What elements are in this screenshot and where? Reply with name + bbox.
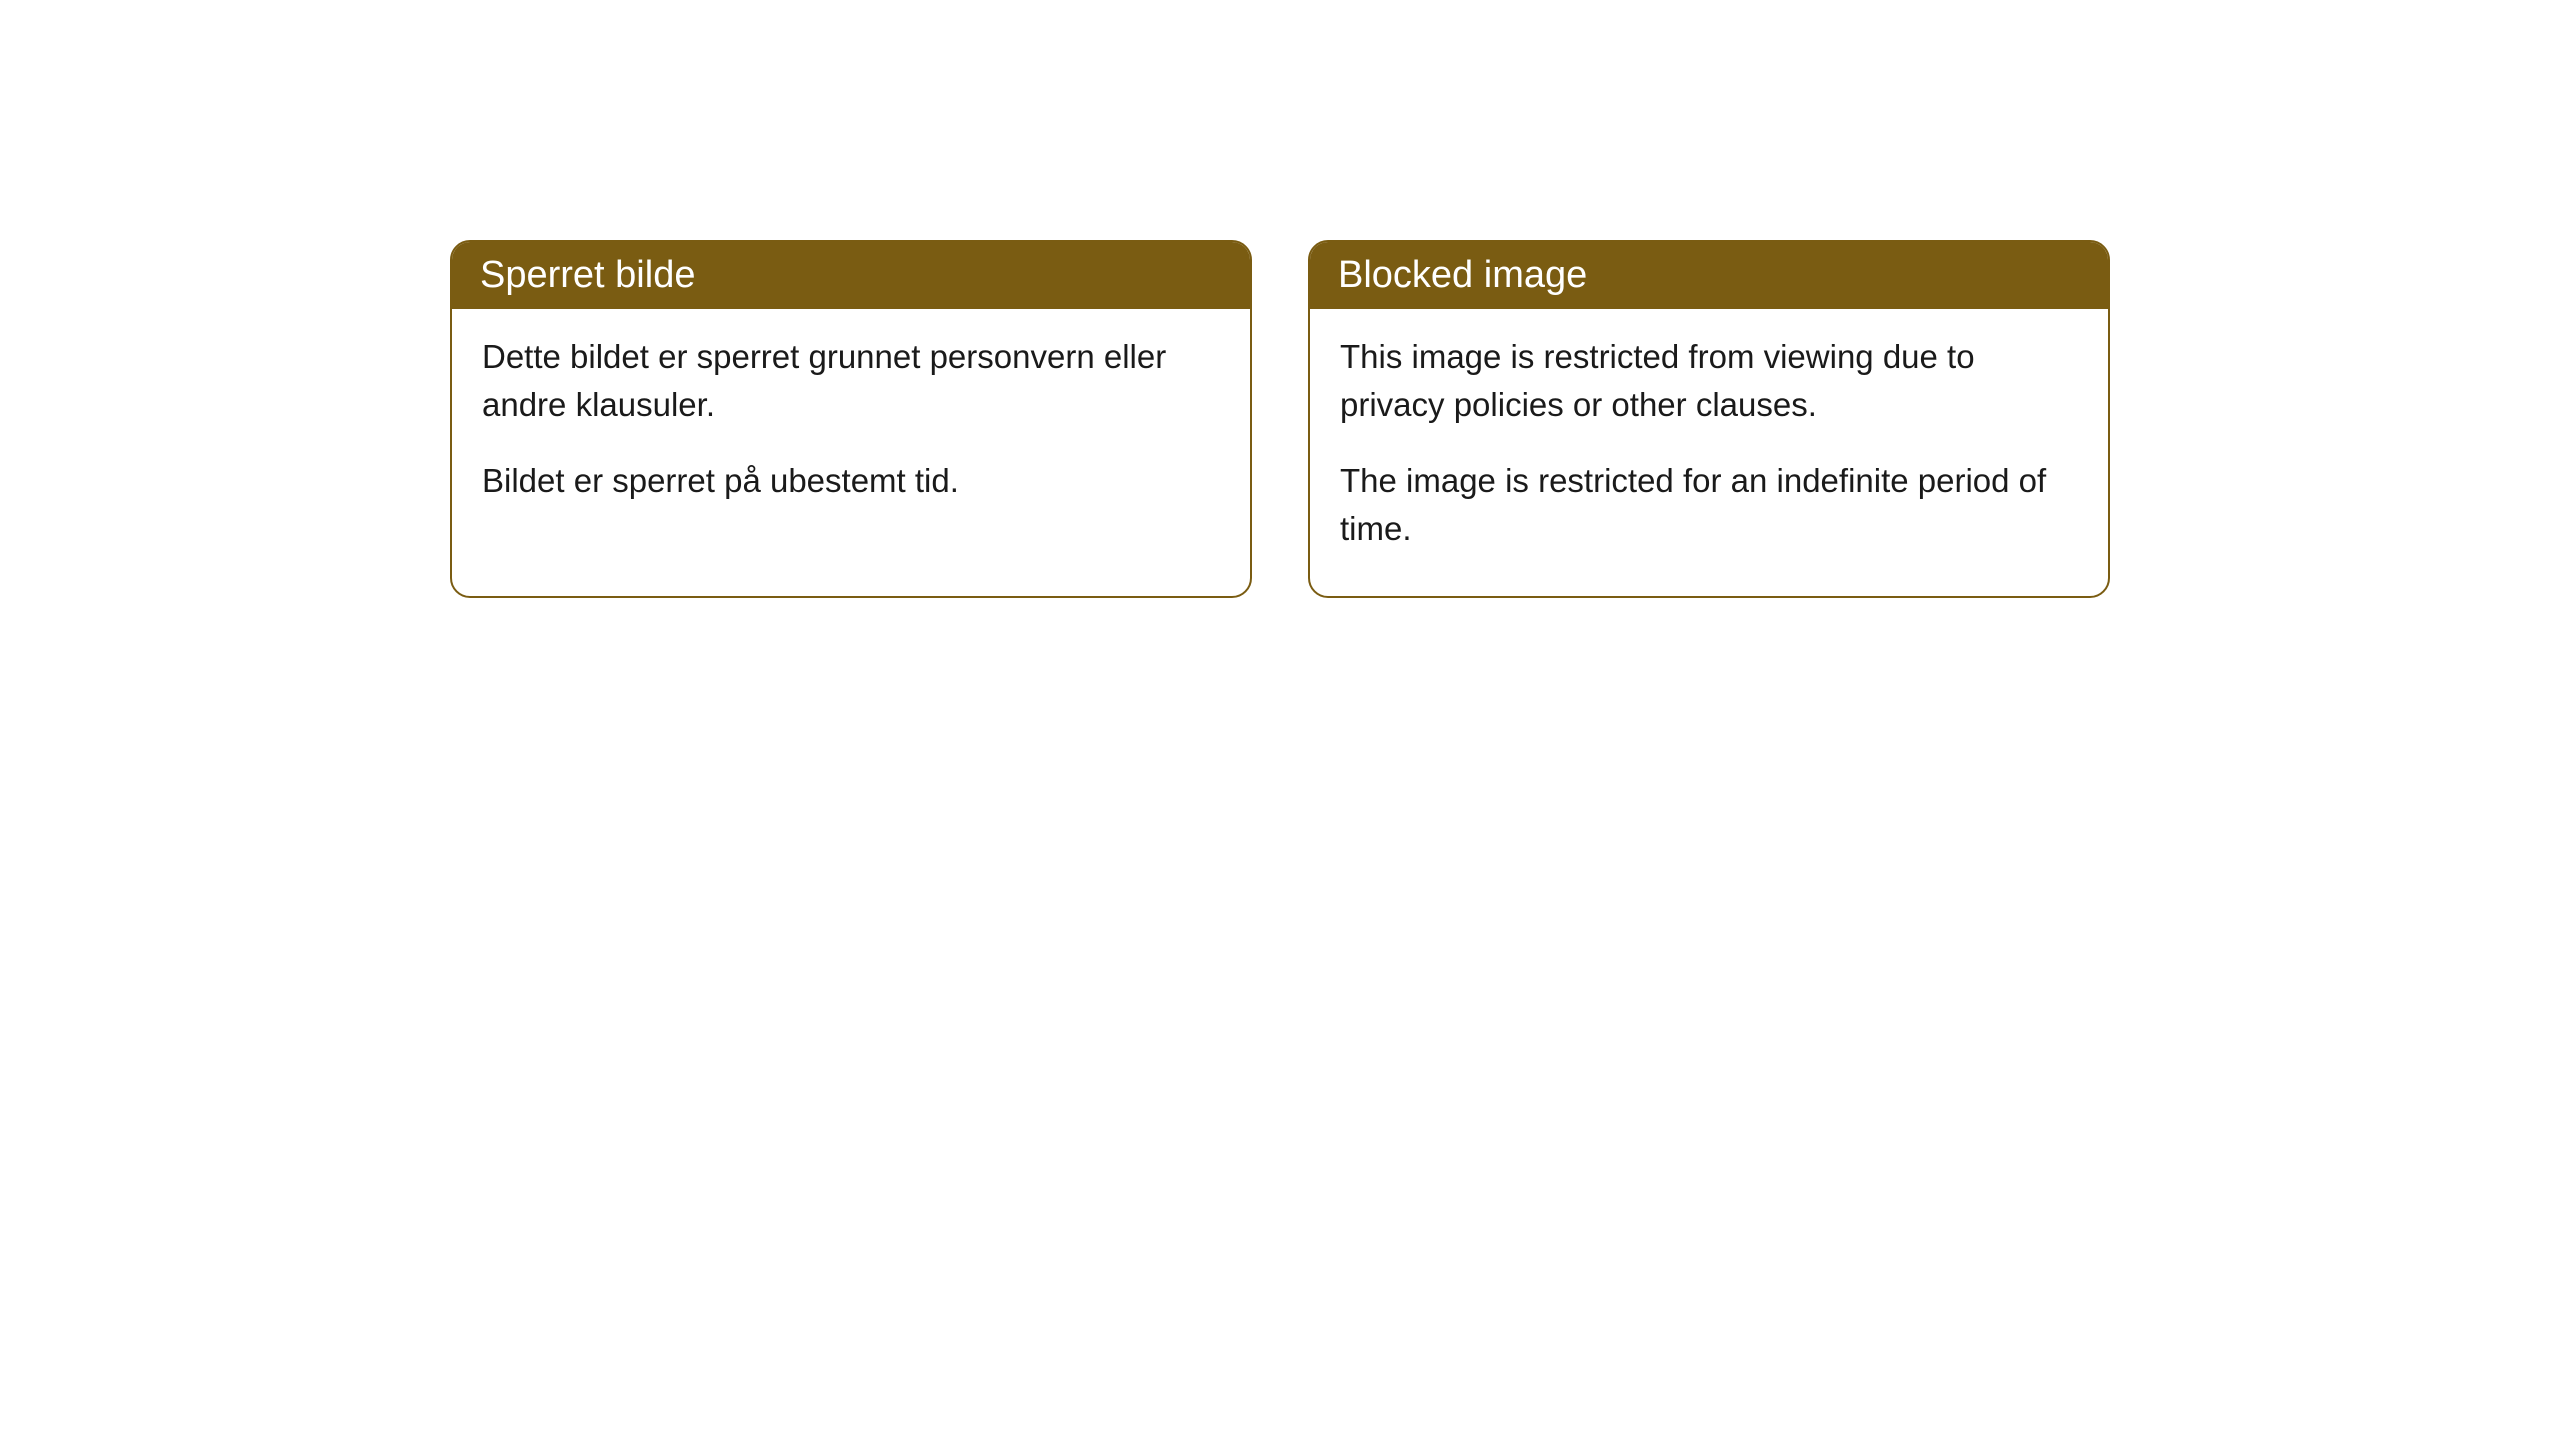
card-paragraph: This image is restricted from viewing du…: [1340, 333, 2078, 429]
card-header-english: Blocked image: [1310, 242, 2108, 309]
blocked-image-card-norwegian: Sperret bilde Dette bildet er sperret gr…: [450, 240, 1252, 598]
card-title: Blocked image: [1338, 254, 1587, 296]
card-paragraph: The image is restricted for an indefinit…: [1340, 457, 2078, 553]
card-body-english: This image is restricted from viewing du…: [1310, 309, 2108, 596]
card-title: Sperret bilde: [480, 254, 695, 296]
card-header-norwegian: Sperret bilde: [452, 242, 1250, 309]
notice-cards-container: Sperret bilde Dette bildet er sperret gr…: [450, 240, 2110, 598]
card-paragraph: Bildet er sperret på ubestemt tid.: [482, 457, 1220, 505]
card-body-norwegian: Dette bildet er sperret grunnet personve…: [452, 309, 1250, 549]
card-paragraph: Dette bildet er sperret grunnet personve…: [482, 333, 1220, 429]
blocked-image-card-english: Blocked image This image is restricted f…: [1308, 240, 2110, 598]
